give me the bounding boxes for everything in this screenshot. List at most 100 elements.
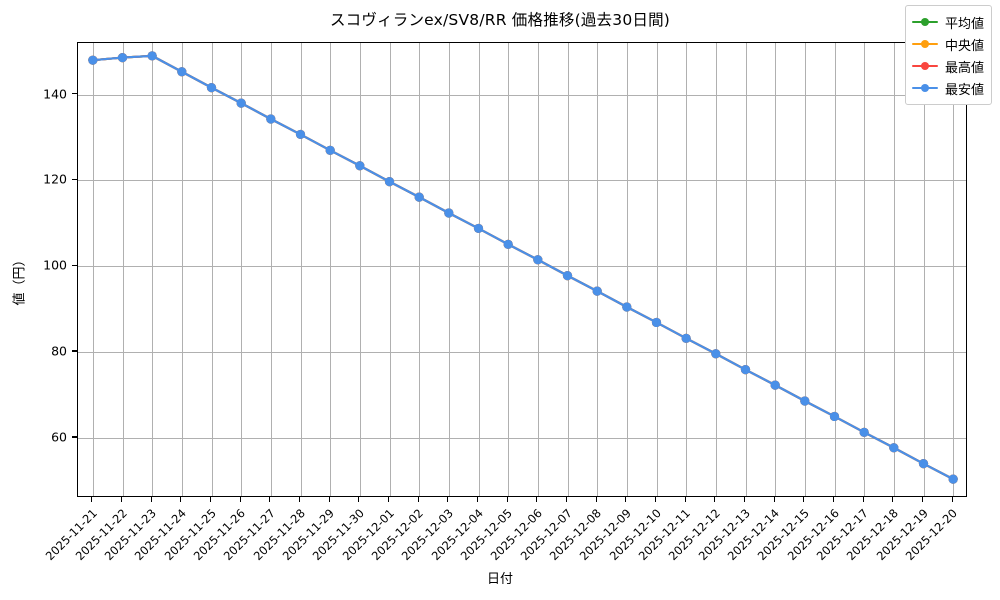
legend-label: 最高値 xyxy=(944,60,984,76)
x-axis-tick-mark xyxy=(298,497,301,502)
gridline-horizontal xyxy=(78,180,966,182)
gridline-vertical xyxy=(656,43,658,496)
gridline-vertical xyxy=(834,43,836,496)
gridline-horizontal xyxy=(78,94,966,96)
data-point xyxy=(681,333,691,343)
data-point xyxy=(206,83,217,93)
x-axis-tick-mark xyxy=(417,497,419,502)
gridline-vertical xyxy=(864,43,866,496)
gridline-vertical xyxy=(389,43,391,496)
y-axis-tick-label: 120 xyxy=(43,171,67,187)
gridline-vertical xyxy=(181,43,183,496)
series-line xyxy=(91,54,955,481)
gridline-vertical xyxy=(923,43,925,496)
x-axis-tick-mark xyxy=(358,497,360,502)
data-point xyxy=(740,365,751,375)
data-point xyxy=(800,396,810,406)
gridline-vertical xyxy=(419,43,421,496)
x-axis-tick-mark xyxy=(803,497,805,502)
x-axis-tick-mark xyxy=(91,497,93,502)
gridline-horizontal xyxy=(78,266,966,268)
series-中央値 xyxy=(88,51,958,484)
x-axis-tick-mark xyxy=(832,497,835,502)
data-point xyxy=(889,443,899,453)
series-最高値 xyxy=(88,51,958,484)
gridline-vertical xyxy=(300,43,302,496)
legend-label: 平均値 xyxy=(944,16,984,32)
data-point xyxy=(177,67,187,77)
gridline-vertical xyxy=(953,43,955,496)
x-axis-tick-mark xyxy=(921,497,924,502)
legend-marker-dot xyxy=(920,84,929,92)
gridline-vertical xyxy=(92,43,94,496)
y-axis-tick-label: 140 xyxy=(43,86,67,101)
x-axis-tick-mark xyxy=(684,497,686,502)
data-point xyxy=(651,317,662,328)
data-point xyxy=(236,98,246,108)
x-axis-tick-mark xyxy=(506,497,508,502)
gridline-vertical xyxy=(804,43,806,496)
gridline-vertical xyxy=(478,43,480,496)
data-point xyxy=(711,349,721,359)
x-axis-tick-mark xyxy=(536,497,538,502)
legend-item-最安値[interactable]: 最安値 xyxy=(911,77,984,99)
gridline-vertical xyxy=(508,43,510,496)
x-axis-tick-mark xyxy=(892,497,894,502)
data-point xyxy=(384,177,395,187)
data-point xyxy=(325,145,335,155)
x-axis-tick-mark xyxy=(150,497,152,502)
x-axis-tick-mark xyxy=(595,497,597,502)
data-point xyxy=(592,286,602,296)
x-axis-tick-mark xyxy=(625,497,627,502)
series-layer xyxy=(88,51,958,484)
data-point xyxy=(770,380,780,390)
x-axis-tick-mark xyxy=(743,497,746,502)
gridline-vertical xyxy=(775,43,777,496)
x-axis-tick-mark xyxy=(476,497,479,502)
legend-item-中央値[interactable]: 中央値 xyxy=(911,33,984,55)
gridline-vertical xyxy=(330,43,332,496)
y-axis-tick-label: 80 xyxy=(51,343,67,359)
data-point xyxy=(473,223,484,234)
legend-label: 中央値 xyxy=(944,38,984,54)
x-axis-tick-mark xyxy=(239,497,241,502)
y-axis-tick-mark xyxy=(72,350,77,352)
data-point xyxy=(295,129,306,140)
legend-marker-dot xyxy=(920,62,929,70)
x-axis-tick-mark xyxy=(209,497,212,502)
chart-legend: 平均値中央値最高値 最安値 xyxy=(904,5,992,105)
gridline-vertical xyxy=(597,43,599,496)
series-最安値 xyxy=(88,51,958,484)
gridline-vertical xyxy=(152,43,154,496)
x-axis-ticks: 2025-11-21 2025-11-22 2025-11-23 2025-11-24… xyxy=(43,497,967,597)
data-point xyxy=(444,208,454,218)
gridline-vertical xyxy=(537,43,539,496)
data-point xyxy=(533,255,543,265)
gridline-vertical xyxy=(626,43,628,496)
y-axis-tick-label: 60 xyxy=(51,429,67,445)
data-point xyxy=(562,271,573,281)
x-axis-title: 日付 xyxy=(486,572,513,587)
series-line xyxy=(91,54,955,481)
gridline-vertical xyxy=(359,43,361,496)
gridline-horizontal xyxy=(78,437,966,439)
x-axis-tick-mark xyxy=(654,497,657,502)
data-point xyxy=(266,114,276,124)
plot-area xyxy=(77,42,967,497)
x-axis-tick-mark xyxy=(269,497,271,502)
legend-item-最高値[interactable]: 最高値 xyxy=(911,55,984,77)
gridline-vertical xyxy=(686,43,688,496)
gridline-vertical xyxy=(567,43,569,496)
gridline-vertical xyxy=(745,43,747,496)
legend-marker-dot xyxy=(920,18,929,26)
y-axis-ticks: 60 80 100 120 140 xyxy=(0,42,77,497)
legend-item-平均値[interactable]: 平均値 xyxy=(911,11,984,33)
x-axis-tick-mark xyxy=(120,497,123,502)
legend-marker-dot xyxy=(920,40,929,48)
data-point xyxy=(503,239,513,249)
series-line xyxy=(91,54,955,481)
y-axis-tick-mark xyxy=(72,264,77,266)
chart-title: スコヴィランex/SV8/RR 価格推移(過去30日間) xyxy=(329,11,671,29)
x-axis-tick-mark xyxy=(328,497,330,502)
